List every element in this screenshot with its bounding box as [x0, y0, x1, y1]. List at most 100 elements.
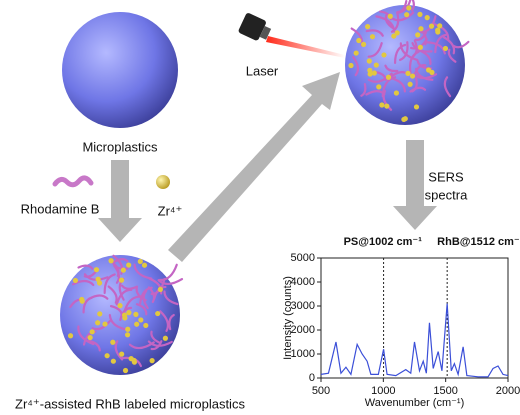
- y-tick-label: 2000: [291, 324, 315, 336]
- zr-dot: [120, 267, 126, 273]
- zr-dot: [157, 286, 164, 292]
- label: Zr⁴⁺-assisted RhB labeled microplastics: [15, 396, 245, 411]
- label: spectra: [425, 187, 468, 202]
- rhb-strand: [452, 40, 470, 49]
- zr-dot: [125, 326, 131, 332]
- zr-dot: [126, 262, 132, 268]
- zr-dot: [429, 69, 435, 75]
- rhb-strand: [107, 285, 118, 304]
- rhb-strand: [391, 11, 415, 22]
- rhb-strand: [128, 341, 155, 350]
- zr-dot: [122, 367, 129, 374]
- rhb-strand: [393, 43, 407, 65]
- rhb-strand: [409, 86, 427, 93]
- rhb-strand: [157, 277, 184, 286]
- zr-dot: [409, 73, 416, 79]
- rhb-strand: [114, 340, 124, 361]
- zr-dot: [110, 339, 116, 345]
- rhb-strand: [410, 0, 415, 12]
- zr-dot: [97, 311, 103, 317]
- zr-dot: [373, 62, 379, 68]
- zr-dot: [104, 353, 110, 359]
- zr-dot: [93, 267, 100, 273]
- rhb-strand: [71, 279, 95, 287]
- rhb-strand: [158, 263, 178, 282]
- zr-dot: [87, 334, 93, 341]
- rhb-strand: [135, 303, 148, 316]
- rhb-strand: [163, 290, 179, 306]
- zr-dot: [137, 258, 143, 265]
- rhb-strand: [418, 49, 432, 66]
- rhb-strand: [352, 56, 360, 77]
- zr-dot: [108, 258, 114, 264]
- plot-frame: [320, 257, 509, 379]
- spectrum-chart: 0 1000 2000 3000 4000 5000 500 1000 1500 2000 Wave…: [282, 236, 520, 409]
- zr-dot: [371, 70, 377, 76]
- zr-dot: [437, 23, 443, 29]
- arrow: [168, 72, 340, 262]
- y-tick-label: 4000: [291, 276, 315, 288]
- y-tick-label: 5000: [291, 252, 315, 264]
- labeled-sphere: [345, 5, 465, 125]
- rhb-strand: [412, 72, 438, 80]
- zr-dot: [67, 333, 74, 339]
- zr-dot: [102, 321, 108, 327]
- zr-dot: [442, 45, 449, 52]
- rhb-strand: [87, 339, 101, 352]
- x-axis-label: Wavenumber (cm⁻¹): [365, 397, 465, 409]
- rhb-strand: [168, 313, 175, 331]
- rhb-strand: [87, 294, 109, 301]
- rhodamine-icon: [52, 175, 94, 188]
- rhb-strand: [122, 295, 142, 314]
- rhb-strand: [367, 42, 383, 58]
- rhb-strand: [112, 254, 124, 275]
- rhb-strand: [365, 29, 384, 37]
- y-tick-label: 3000: [291, 300, 315, 312]
- rhb-strand: [414, 31, 428, 41]
- zr-dot: [391, 33, 397, 39]
- zr-dot: [417, 44, 423, 50]
- rhb-strand: [112, 258, 129, 264]
- rhb-strand: [120, 284, 139, 290]
- zr-dot: [424, 15, 430, 21]
- zr-dot: [96, 280, 103, 286]
- spectrum-line: [320, 303, 509, 378]
- zr-dot: [119, 351, 125, 357]
- rhb-strand: [115, 288, 133, 306]
- zr-dot: [417, 11, 423, 17]
- label: Zr⁴⁺: [158, 203, 183, 218]
- rhb-strand: [375, 15, 396, 33]
- zr-dot: [406, 5, 412, 11]
- zr-dot: [149, 358, 155, 364]
- zr-dot: [381, 52, 387, 58]
- y-tick-label: 0: [309, 372, 315, 384]
- x-tick-label: 500: [312, 385, 330, 397]
- zr-dot: [138, 317, 144, 323]
- rhb-strand: [384, 64, 399, 73]
- rhb-strand: [434, 33, 447, 54]
- rhb-strand: [360, 83, 367, 97]
- label: SERS: [428, 169, 464, 184]
- zr-dot: [162, 335, 168, 341]
- x-tick-label: 1000: [371, 385, 395, 397]
- zr-dot: [128, 356, 134, 362]
- zr-dot: [407, 81, 413, 87]
- rhb-strand: [103, 273, 116, 295]
- laser-icon: [238, 13, 272, 41]
- zr-dot: [126, 310, 132, 316]
- zr-dot: [118, 277, 125, 283]
- zr-dot: [415, 32, 421, 38]
- rhb-strand: [399, 42, 419, 62]
- label: Microplastics: [82, 139, 158, 154]
- zr-dot: [365, 24, 371, 30]
- zr-dot: [367, 67, 373, 73]
- rhb-strand: [77, 264, 94, 270]
- rhb-strand: [389, 76, 406, 93]
- zr-dot: [394, 30, 400, 36]
- rhb-strand: [150, 330, 161, 344]
- label: Laser: [246, 63, 279, 78]
- zr-dot: [393, 90, 400, 96]
- rhb-strand: [382, 89, 393, 111]
- zr-dot: [361, 41, 367, 47]
